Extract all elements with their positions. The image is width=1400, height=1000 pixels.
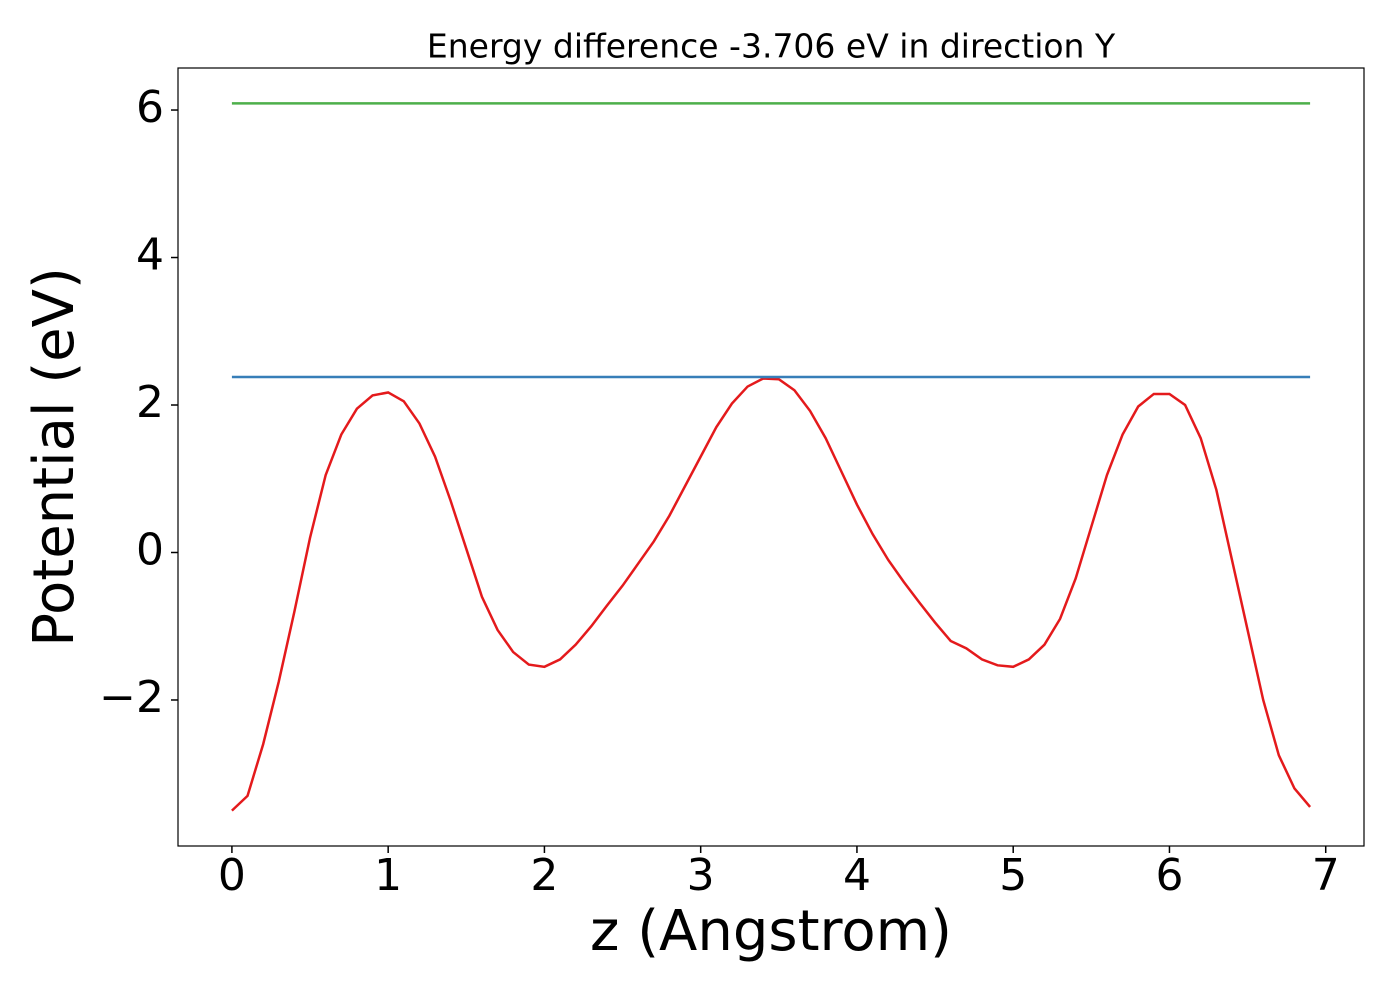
y-tick-label: 6 bbox=[136, 82, 164, 133]
x-tick-label: 6 bbox=[1155, 850, 1183, 901]
x-tick-label: 5 bbox=[999, 850, 1027, 901]
plot-frame bbox=[177, 67, 1365, 847]
x-tick-label: 1 bbox=[374, 850, 402, 901]
y-tick-label: 2 bbox=[136, 377, 164, 428]
y-axis-label: Potential (eV) bbox=[22, 267, 87, 647]
y-tick-label: 4 bbox=[136, 230, 164, 281]
line bbox=[231, 377, 1312, 812]
x-tick-label: 3 bbox=[687, 850, 715, 901]
chart-title: Energy difference -3.706 eV in direction… bbox=[427, 27, 1116, 66]
y-tick-label: −2 bbox=[99, 672, 164, 723]
x-tick-label: 7 bbox=[1312, 850, 1340, 901]
x-tick-label: 4 bbox=[843, 850, 871, 901]
x-tick-label: 0 bbox=[218, 850, 246, 901]
y-tick-label: 0 bbox=[136, 524, 164, 575]
x-axis-label: z (Angstrom) bbox=[590, 899, 952, 964]
x-tick-label: 2 bbox=[530, 850, 558, 901]
